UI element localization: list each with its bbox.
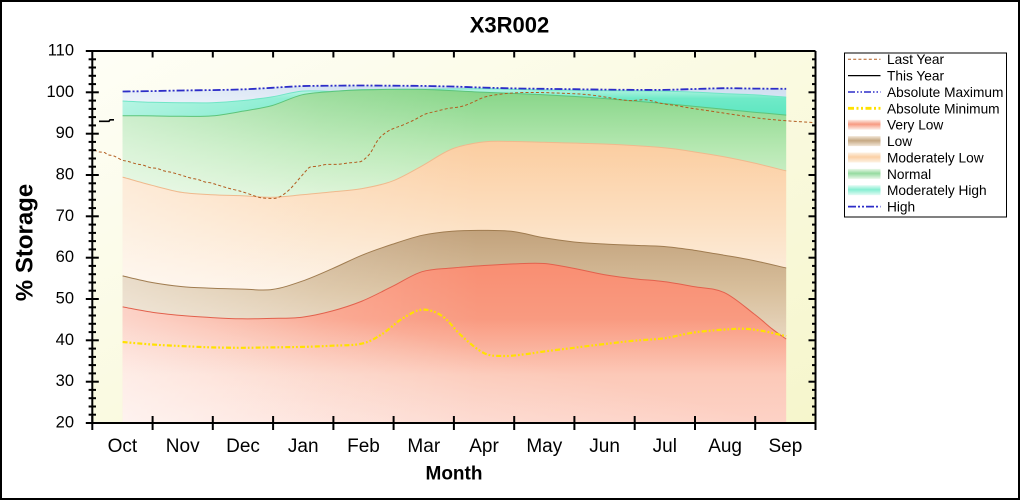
svg-text:Very Low: Very Low [887,118,943,133]
svg-text:Low: Low [887,134,912,149]
svg-text:Jan: Jan [288,436,319,457]
svg-text:May: May [526,436,562,457]
svg-text:Normal: Normal [887,167,931,182]
svg-text:20: 20 [56,414,74,432]
svg-text:30: 30 [56,372,74,390]
svg-text:Moderately Low: Moderately Low [887,151,984,166]
svg-text:High: High [887,200,915,215]
svg-text:Absolute Maximum: Absolute Maximum [887,85,1003,100]
svg-text:Absolute Minimum: Absolute Minimum [887,101,1000,116]
svg-text:Month: Month [426,464,483,485]
svg-text:Jul: Jul [653,436,677,457]
svg-text:50: 50 [56,290,74,308]
svg-text:Dec: Dec [226,436,260,457]
svg-text:Mar: Mar [407,436,440,457]
svg-text:Apr: Apr [469,436,499,457]
svg-text:X3R002: X3R002 [470,13,550,38]
svg-text:100: 100 [46,83,74,101]
svg-text:Aug: Aug [708,436,742,457]
svg-text:60: 60 [56,248,74,266]
svg-text:Feb: Feb [347,436,380,457]
svg-text:40: 40 [56,331,74,349]
svg-text:110: 110 [48,42,74,60]
svg-text:Sep: Sep [768,436,802,457]
svg-text:Moderately High: Moderately High [887,183,987,198]
svg-text:Last Year: Last Year [887,52,945,67]
svg-text:This Year: This Year [887,69,945,84]
svg-text:% Storage: % Storage [12,184,39,301]
svg-text:80: 80 [56,166,74,184]
svg-text:Jun: Jun [589,436,620,457]
svg-text:70: 70 [56,207,74,225]
svg-text:Nov: Nov [166,436,200,457]
svg-text:90: 90 [56,124,74,142]
svg-text:Oct: Oct [108,436,138,457]
